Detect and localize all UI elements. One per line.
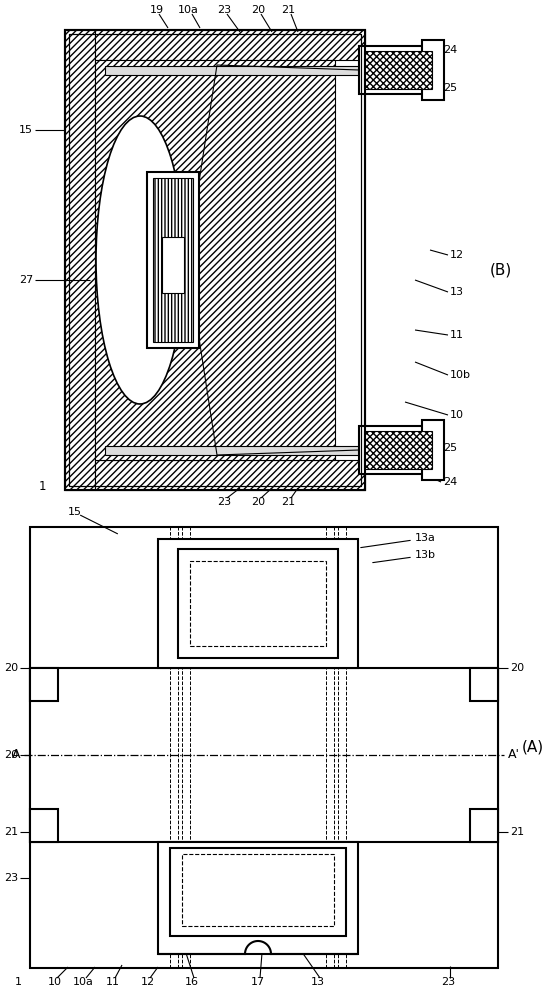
Bar — [30, 668, 58, 701]
Text: 20: 20 — [251, 5, 265, 15]
Text: 20: 20 — [4, 663, 18, 673]
Text: 24: 24 — [443, 45, 457, 55]
Text: 12: 12 — [450, 250, 464, 260]
Bar — [158, 842, 358, 954]
Text: 13: 13 — [450, 287, 464, 297]
Bar — [30, 527, 498, 968]
Text: (B): (B) — [490, 262, 512, 277]
Bar — [364, 51, 432, 89]
Bar — [158, 539, 358, 668]
Text: 13: 13 — [311, 977, 325, 987]
Bar — [95, 460, 365, 490]
Text: 24: 24 — [443, 477, 457, 487]
Text: 23: 23 — [441, 977, 455, 987]
Text: 10b: 10b — [450, 370, 471, 380]
Text: 21: 21 — [4, 827, 18, 837]
Text: 21: 21 — [281, 5, 295, 15]
Text: 20: 20 — [510, 663, 524, 673]
Text: 15: 15 — [19, 125, 33, 135]
Bar — [470, 668, 498, 701]
Bar — [170, 848, 346, 936]
Text: 17: 17 — [251, 977, 265, 987]
Bar — [190, 561, 326, 646]
Text: 25: 25 — [443, 83, 457, 93]
Bar — [359, 426, 437, 474]
Bar — [470, 809, 498, 842]
Text: 23: 23 — [217, 497, 231, 507]
Bar — [30, 809, 58, 842]
Text: 25: 25 — [443, 443, 457, 453]
Bar — [65, 30, 365, 490]
Bar — [65, 30, 365, 490]
Bar — [69, 34, 361, 486]
Bar — [422, 420, 444, 480]
Text: 10a: 10a — [73, 977, 93, 987]
Bar — [105, 66, 359, 75]
Bar — [422, 40, 444, 100]
Text: A': A' — [508, 748, 520, 762]
Text: 13a: 13a — [415, 533, 436, 543]
Text: 15: 15 — [68, 507, 82, 517]
Text: 27: 27 — [19, 275, 33, 285]
Text: 11: 11 — [450, 330, 464, 340]
Bar — [65, 30, 95, 490]
Bar — [30, 668, 498, 842]
Bar — [359, 46, 437, 94]
Text: 12: 12 — [141, 977, 155, 987]
Text: 19: 19 — [150, 5, 164, 15]
Text: 21: 21 — [510, 827, 524, 837]
Text: 23: 23 — [4, 873, 18, 883]
Text: 10: 10 — [48, 977, 62, 987]
Text: 23: 23 — [217, 5, 231, 15]
Bar — [95, 60, 335, 460]
Text: 11: 11 — [106, 977, 120, 987]
Text: 16: 16 — [185, 977, 199, 987]
Ellipse shape — [96, 116, 184, 404]
Text: 1: 1 — [15, 977, 22, 987]
Text: 1: 1 — [38, 481, 46, 493]
Text: 10a: 10a — [178, 5, 199, 15]
Bar — [364, 431, 432, 469]
Bar — [147, 172, 199, 348]
Bar — [95, 30, 365, 60]
Text: (A): (A) — [522, 740, 544, 754]
Text: 21: 21 — [281, 497, 295, 507]
Bar — [182, 854, 334, 926]
Bar — [69, 34, 361, 486]
Bar — [178, 549, 338, 658]
Bar — [105, 446, 359, 454]
Text: 13b: 13b — [415, 550, 436, 560]
Text: A: A — [12, 748, 20, 762]
Bar — [153, 178, 193, 342]
Text: 10: 10 — [450, 410, 464, 420]
Bar — [162, 237, 184, 293]
Text: 20: 20 — [251, 497, 265, 507]
Text: 20: 20 — [4, 750, 18, 760]
